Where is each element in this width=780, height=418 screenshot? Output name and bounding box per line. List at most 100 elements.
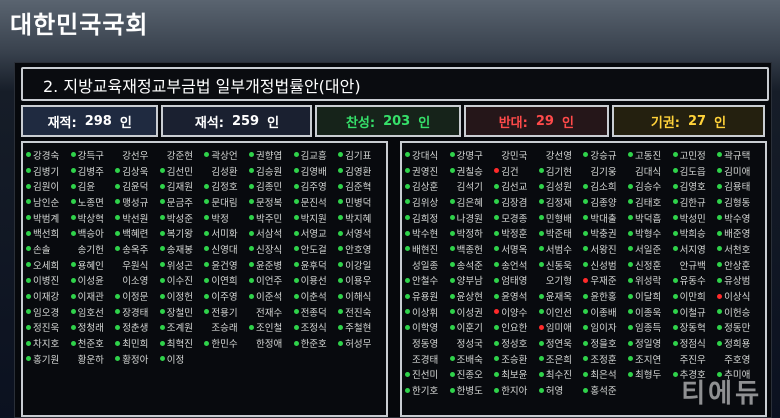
bill-title: 2. 지방교육재정교부금법 일부개정법률안(대안) <box>43 77 361 96</box>
vote-indicator-icon <box>70 277 76 283</box>
member-name: 송옥주 <box>122 244 149 256</box>
member-name: 신동욱 <box>545 260 573 272</box>
vote-indicator-icon <box>627 293 633 299</box>
member-entry: 양부남 <box>449 273 495 289</box>
vote-indicator-icon <box>248 230 254 236</box>
member-name: 신성범 <box>590 260 617 272</box>
vote-indicator-icon <box>70 340 76 346</box>
vote-indicator-icon <box>115 199 121 205</box>
member-entry: 강승규 <box>583 147 628 163</box>
vote-indicator-icon <box>538 293 544 299</box>
member-entry: 김기웅 <box>583 163 628 179</box>
vote-indicator-icon <box>338 309 344 315</box>
vote-indicator-icon <box>338 277 344 283</box>
vote-indicator-icon <box>204 230 210 236</box>
member-entry: 최형두 <box>627 367 673 383</box>
member-entry: 이춘석 <box>293 288 339 304</box>
member-entry: 백승아 <box>70 225 116 241</box>
vote-indicator-icon <box>583 371 589 377</box>
member-name: 허영 <box>545 386 564 398</box>
member-entry: 곽규택 <box>717 147 762 163</box>
member-entry: 유상범 <box>717 273 762 289</box>
member-name: 김한규 <box>679 197 706 209</box>
member-name: 최형두 <box>634 370 662 382</box>
member-entry: 김영환 <box>338 163 383 179</box>
member-name: 황정아 <box>122 354 149 366</box>
member-name: 맹성규 <box>122 197 149 209</box>
vote-indicator-icon <box>717 277 723 283</box>
vote-indicator-icon <box>672 324 678 330</box>
member-name: 서영교 <box>300 229 327 241</box>
member-entry: 서범수 <box>538 241 584 257</box>
member-name: 한병도 <box>456 386 483 398</box>
member-name: 문대림 <box>211 197 238 209</box>
member-name: 송석준 <box>456 260 483 272</box>
member-name: 서삼석 <box>255 229 283 241</box>
member-entry: 김병주 <box>70 163 116 179</box>
member-entry: 성일종 <box>405 257 450 273</box>
member-name: 김도읍 <box>679 166 706 178</box>
enrolled-count: 재적: 298 인 <box>21 105 159 137</box>
vote-indicator-icon <box>405 341 410 346</box>
member-name: 이훈기 <box>456 323 483 335</box>
member-name: 우재준 <box>590 276 617 288</box>
member-entry: 송언석 <box>494 257 539 273</box>
member-name: 김병기 <box>33 166 60 178</box>
member-name: 조배숙 <box>456 354 483 366</box>
member-name: 김용태 <box>724 182 751 194</box>
member-entry: 이정헌 <box>159 288 205 304</box>
member-entry: 박대출 <box>583 210 628 226</box>
member-entry: 서일준 <box>627 241 673 257</box>
vote-indicator-icon <box>338 340 344 346</box>
member-entry: 박선원 <box>115 210 160 226</box>
member-name: 박주민 <box>255 213 283 225</box>
member-entry: 박지혜 <box>338 210 383 226</box>
vote-indicator-icon <box>627 152 633 158</box>
member-name: 이철규 <box>679 307 706 319</box>
member-panel-left: 강경숙 강득구 강선우 강준현 곽상언 권향엽 김교흥 김기표 김병기 김병주 김상욱 김선민 김성환 김… <box>21 141 388 417</box>
vote-indicator-icon <box>293 277 299 283</box>
member-name: 안상훈 <box>724 260 751 272</box>
member-name: 김정재 <box>545 197 573 209</box>
member-name: 전진숙 <box>345 307 372 319</box>
member-name: 박성민 <box>679 213 706 225</box>
vote-indicator-icon <box>627 371 633 377</box>
member-name: 황운하 <box>77 354 104 366</box>
member-entry: 이만희 <box>672 288 718 304</box>
vote-indicator-icon <box>672 168 678 174</box>
vote-indicator-icon <box>717 246 723 252</box>
vote-indicator-icon <box>115 293 121 299</box>
member-entry: 황운하 <box>71 351 116 367</box>
member-entry: 이헌승 <box>717 304 762 320</box>
member-name: 김종양 <box>590 197 617 209</box>
member-name: 정연욱 <box>545 339 573 351</box>
member-name: 박충권 <box>590 229 617 241</box>
member-name: 이상식 <box>724 292 751 304</box>
vote-indicator-icon <box>26 309 31 315</box>
vote-indicator-icon <box>293 230 299 236</box>
member-name: 모경종 <box>501 213 528 225</box>
member-name: 김위상 <box>412 197 439 209</box>
member-entry: 김상욱 <box>115 163 160 179</box>
member-name: 이재강 <box>33 292 60 304</box>
no-unit: 인 <box>561 115 574 131</box>
member-name: 한민수 <box>211 339 238 351</box>
member-name: 이용선 <box>300 276 327 288</box>
vote-indicator-icon <box>248 199 254 205</box>
vote-indicator-icon <box>204 199 210 205</box>
member-entry: 김희정 <box>405 210 450 226</box>
member-entry: 박주민 <box>248 210 294 226</box>
member-name: 윤건영 <box>211 260 238 272</box>
vote-indicator-icon <box>159 356 165 362</box>
member-name: 신장식 <box>255 244 283 256</box>
member-entry: 김영호 <box>672 178 718 194</box>
member-entry: 주진우 <box>673 351 718 367</box>
member-name: 송기헌 <box>77 244 104 256</box>
member-entry: 박형수 <box>627 225 673 241</box>
member-name: 강득구 <box>77 150 104 162</box>
member-name: 윤준병 <box>255 260 283 272</box>
member-entry: 유용원 <box>405 288 450 304</box>
member-name: 이연희 <box>211 276 238 288</box>
member-entry: 김종양 <box>583 194 628 210</box>
member-entry: 한민수 <box>204 335 249 351</box>
